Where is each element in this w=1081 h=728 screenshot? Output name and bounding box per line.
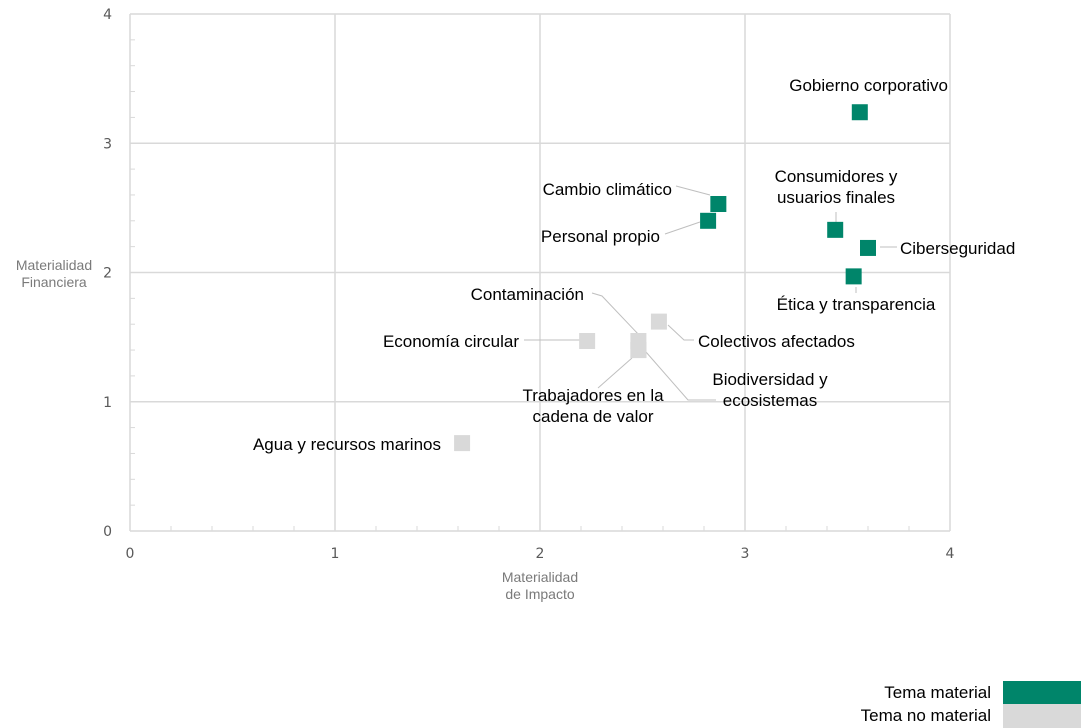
data-label-1-line-0: Cambio climático — [543, 180, 672, 199]
x-tick-label-0: 0 — [126, 546, 135, 562]
legend-label-no-material: Tema no material — [860, 706, 991, 725]
leader-line-6 — [591, 292, 641, 337]
data-label-11-line-0: Agua y recursos marinos — [253, 435, 441, 454]
data-point-1 — [710, 195, 727, 212]
data-label-9-line-1: ecosistemas — [723, 391, 817, 410]
data-label-0-line-0: Gobierno corporativo — [789, 76, 948, 95]
data-label-4-line-0: Ciberseguridad — [900, 239, 1015, 258]
data-point-3 — [827, 221, 844, 238]
leader-line-9 — [645, 351, 716, 401]
data-label-2-line-0: Personal propio — [541, 227, 660, 246]
x-axis-title-line-2: de Impacto — [505, 586, 575, 602]
data-label-3-line-1: usuarios finales — [777, 188, 895, 207]
legend-item-material: Tema material — [884, 681, 1081, 705]
legend-swatch-no-material — [1003, 704, 1081, 728]
data-point-10 — [630, 342, 647, 359]
x-axis-title-line-1: Materialidad — [501, 569, 579, 585]
y-tick-label-2: 2 — [103, 266, 112, 282]
x-tick-label-1: 1 — [331, 546, 340, 562]
x-tick-label-2: 2 — [536, 546, 545, 562]
x-axis-title: Materialidad de Impacto — [470, 569, 610, 603]
y-axis-title-line-1: Materialidad — [15, 257, 93, 273]
data-label-10-line-0: Trabajadores en la — [522, 386, 664, 405]
data-label-8-line-0: Economía circular — [383, 332, 519, 351]
y-tick-label-4: 4 — [103, 7, 112, 23]
y-axis-title-line-2: Financiera — [21, 274, 87, 290]
data-label-5-line-0: Ética y transparencia — [777, 295, 936, 314]
x-tick-label-3: 3 — [741, 546, 750, 562]
leader-line-1 — [675, 185, 711, 196]
legend-label-material: Tema material — [884, 683, 991, 702]
legend-swatch-material — [1003, 681, 1081, 705]
data-label-6-line-0: Contaminación — [471, 285, 584, 304]
data-label-7-line-0: Colectivos afectados — [698, 332, 855, 351]
y-tick-label-1: 1 — [103, 395, 112, 411]
data-label-10-line-1: cadena de valor — [533, 407, 654, 426]
legend-item-no-material: Tema no material — [861, 704, 1081, 728]
leader-line-10 — [597, 357, 633, 389]
data-label-9-line-0: Biodiversidad y — [712, 370, 828, 389]
x-tick-label-4: 4 — [946, 546, 955, 562]
y-axis-title: Materialidad Financiera — [0, 257, 108, 291]
data-point-7 — [650, 313, 667, 330]
y-tick-label-3: 3 — [103, 136, 112, 152]
data-point-5 — [845, 268, 862, 285]
data-point-4 — [860, 239, 876, 256]
leader-line-7 — [667, 324, 694, 341]
data-point-8 — [579, 333, 596, 350]
data-point-0 — [851, 104, 868, 121]
data-point-2 — [700, 212, 717, 229]
data-point-11 — [454, 435, 471, 452]
leader-line-2 — [664, 221, 701, 235]
y-tick-label-0: 0 — [103, 524, 112, 540]
data-label-3-line-0: Consumidores y — [775, 167, 898, 186]
